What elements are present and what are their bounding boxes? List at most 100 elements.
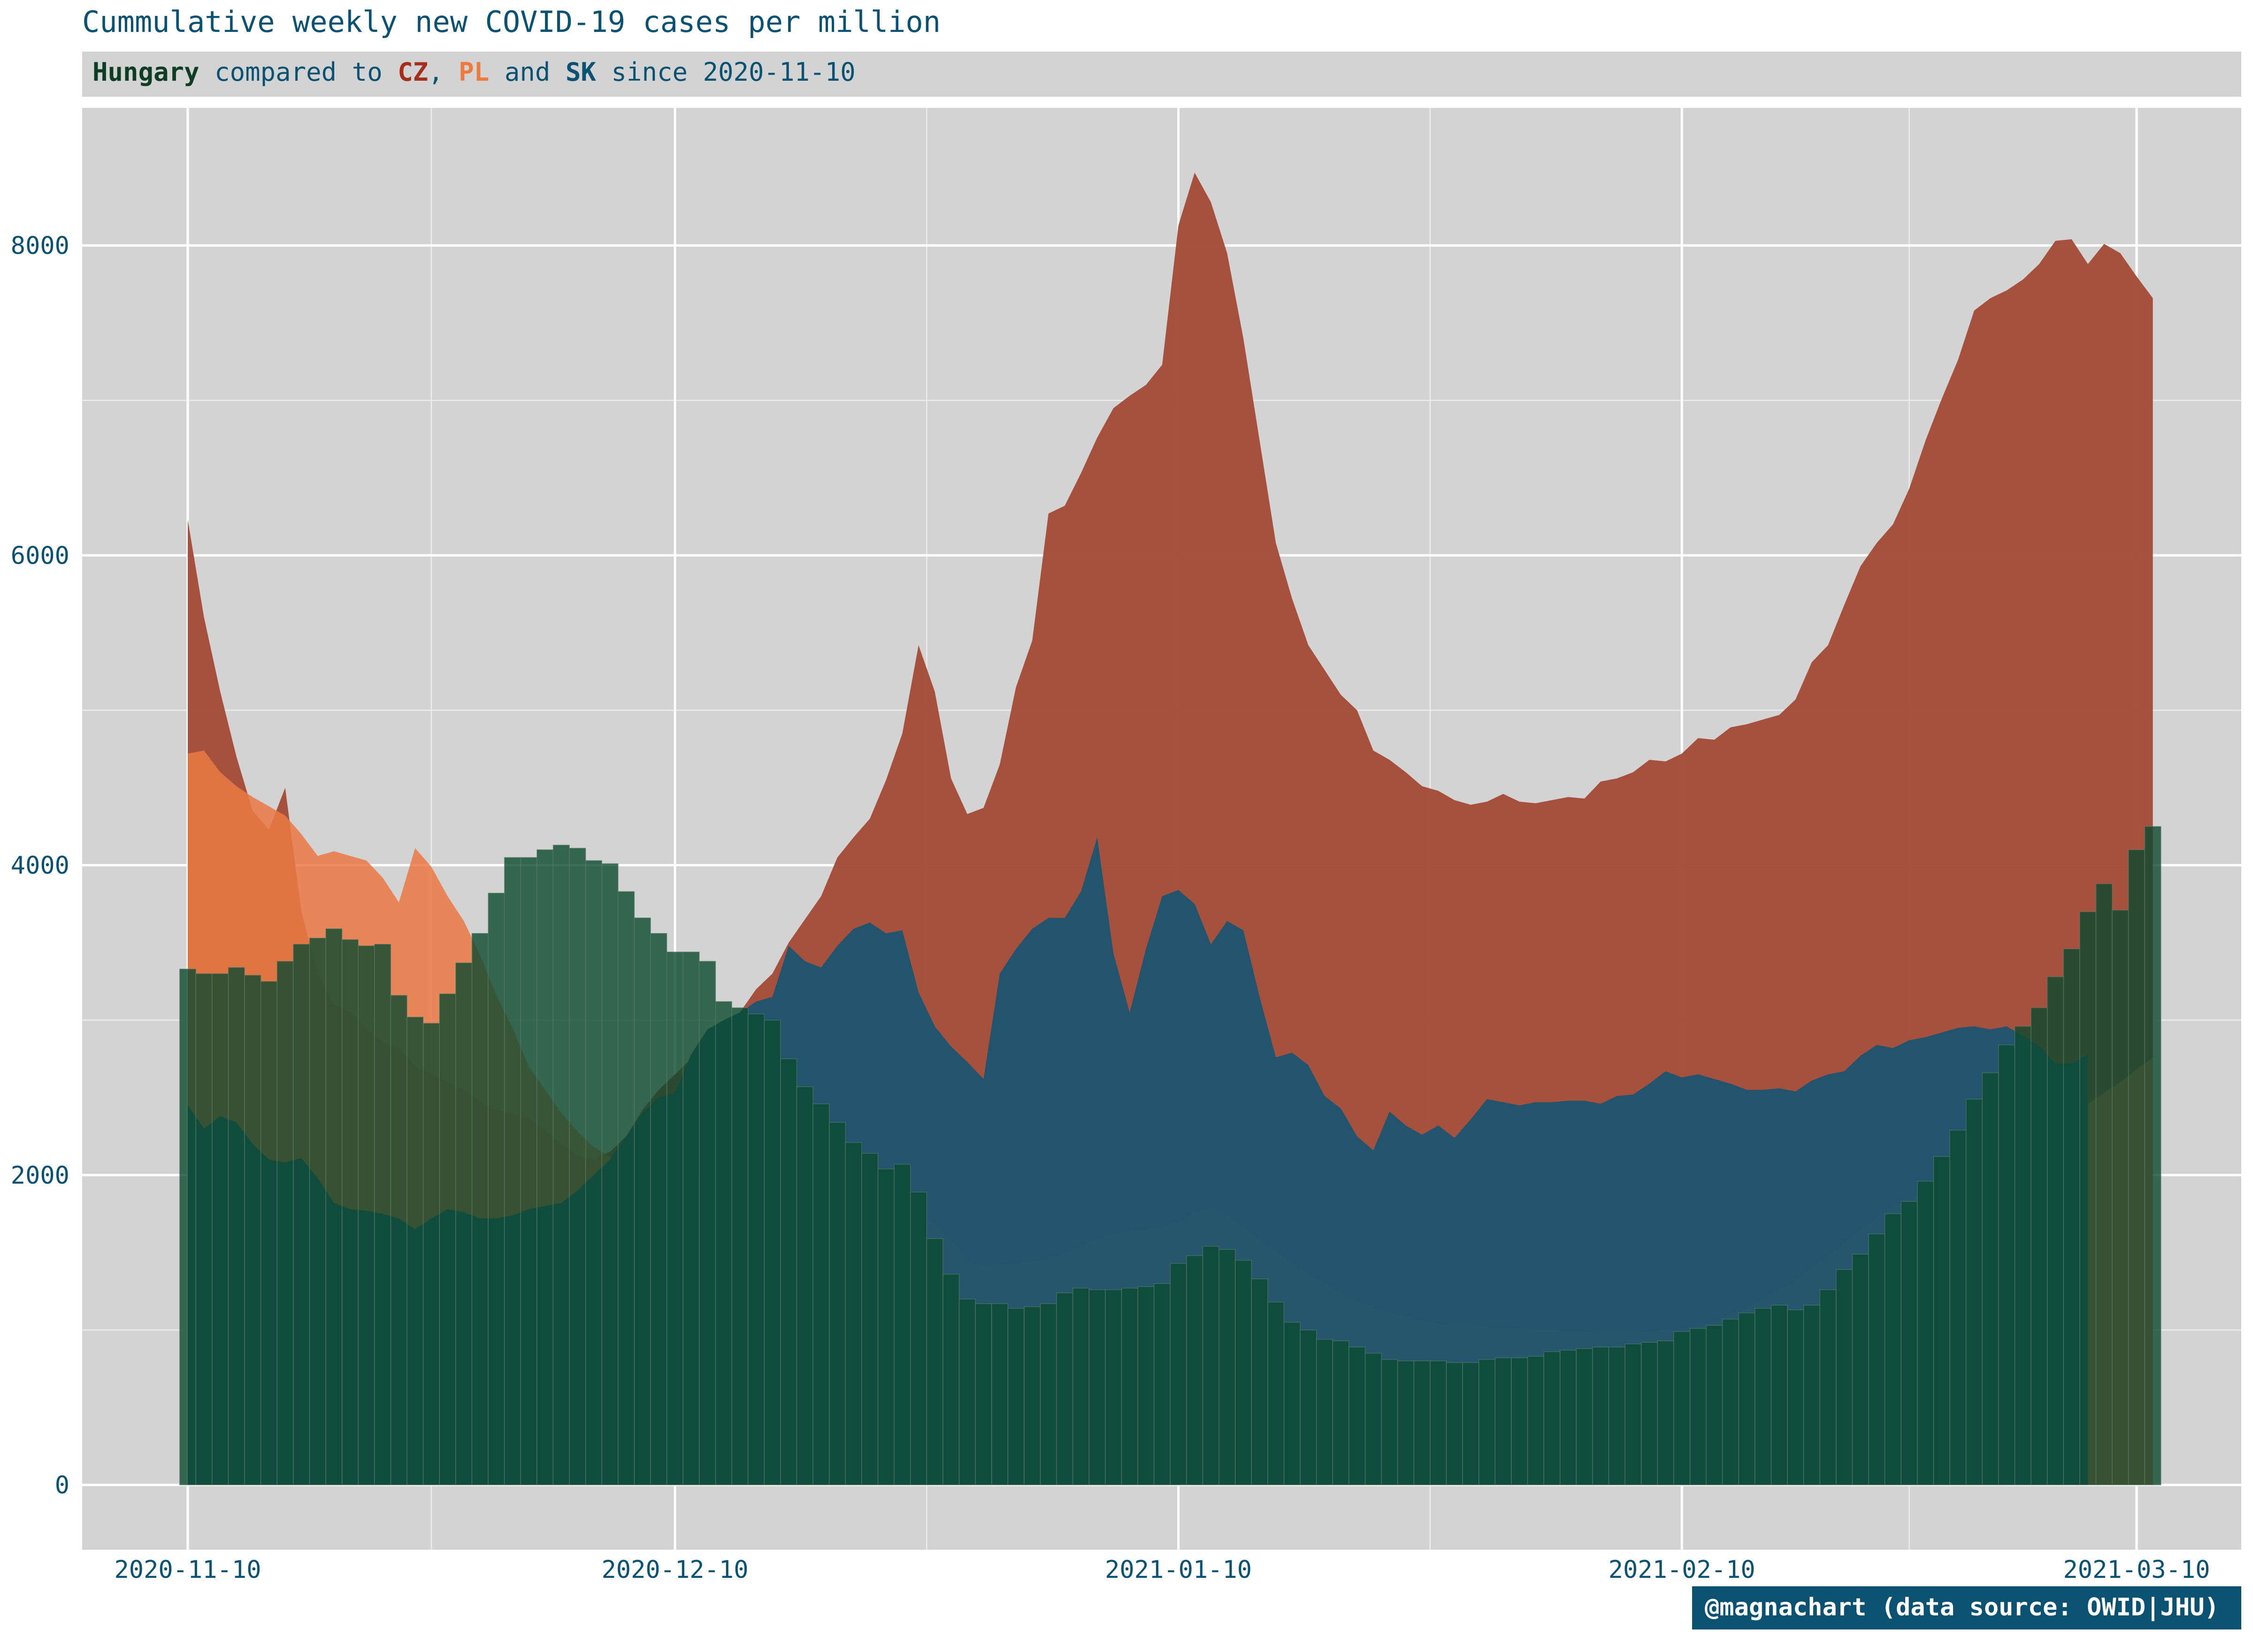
bar-hungary <box>1121 1287 1138 1485</box>
y-tick-label: 4000 <box>11 852 69 880</box>
bar-hungary <box>390 995 407 1485</box>
bar-hungary <box>958 1299 976 1485</box>
bar-hungary <box>195 973 213 1485</box>
bar-hungary <box>1088 1289 1106 1485</box>
subtitle-compared-to: compared to <box>199 57 398 87</box>
bar-hungary <box>1413 1361 1431 1485</box>
bar-hungary <box>1040 1303 1057 1485</box>
chart-subtitle: Hungary compared to CZ, PL and SK since … <box>92 57 856 87</box>
bar-hungary <box>1608 1346 1625 1485</box>
bar-hungary <box>1170 1263 1187 1485</box>
bar-hungary <box>1072 1287 1090 1485</box>
bar-hungary <box>1332 1340 1349 1485</box>
bar-hungary <box>894 1163 911 1485</box>
bar-hungary <box>601 863 619 1485</box>
bar-hungary <box>1933 1156 1950 1485</box>
bar-hungary <box>1673 1331 1691 1485</box>
bar-hungary <box>2031 1007 2048 1485</box>
bar-hungary <box>228 967 245 1485</box>
bar-hungary <box>309 937 326 1485</box>
bar-hungary <box>926 1238 943 1485</box>
subtitle-hungary: Hungary <box>92 57 199 87</box>
bar-hungary <box>1430 1361 1447 1485</box>
bar-hungary <box>488 893 505 1485</box>
bar-hungary <box>618 891 635 1485</box>
bar-hungary <box>260 981 278 1485</box>
subtitle-cz: CZ <box>398 57 428 87</box>
bar-hungary <box>212 973 229 1485</box>
bar-hungary <box>1592 1346 1609 1485</box>
bar-hungary <box>455 962 473 1485</box>
bar-hungary <box>1917 1181 1934 1485</box>
bar-hungary <box>276 961 294 1485</box>
bar-hungary <box>2144 826 2161 1485</box>
bar-hungary <box>780 1058 797 1485</box>
bar-hungary <box>504 857 521 1485</box>
bar-hungary <box>1982 1072 1999 1485</box>
subtitle-since: since 2020-11-10 <box>596 57 856 87</box>
bar-hungary <box>1884 1213 1902 1485</box>
bar-hungary <box>1316 1338 1333 1485</box>
bar-hungary <box>796 1086 813 1485</box>
bar-hungary <box>1056 1292 1073 1485</box>
bar-hungary <box>845 1142 862 1485</box>
subtitle-pl: PL <box>459 57 489 87</box>
bar-hungary <box>1965 1099 1983 1485</box>
bar-hungary <box>1868 1233 1885 1485</box>
x-tick-label: 2021-01-10 <box>1105 1556 1252 1584</box>
x-tick-label: 2020-11-10 <box>114 1556 261 1584</box>
bar-hungary <box>1202 1246 1219 1485</box>
bar-hungary <box>1722 1319 1740 1485</box>
bar-hungary <box>1949 1130 1967 1485</box>
bar-hungary <box>1543 1351 1561 1485</box>
bar-hungary <box>1153 1283 1171 1485</box>
bar-hungary <box>2063 948 2080 1485</box>
bar-hungary <box>341 939 359 1485</box>
bar-hungary <box>650 933 667 1485</box>
bar-hungary <box>682 951 700 1485</box>
caption: @magnachart (data source: OWID|JHU) <box>1705 1593 2219 1621</box>
bar-hungary <box>1527 1356 1544 1485</box>
bar-hungary <box>699 961 716 1485</box>
bar-hungary <box>406 1017 424 1485</box>
bar-hungary <box>2079 911 2097 1485</box>
bar-hungary <box>585 860 603 1485</box>
bar-hungary <box>1836 1269 1853 1485</box>
bar-hungary <box>1900 1201 1918 1485</box>
bar-hungary <box>1511 1357 1528 1485</box>
bar-hungary <box>1349 1346 1366 1485</box>
bar-hungary <box>1819 1289 1837 1485</box>
bar-hungary <box>828 1122 846 1485</box>
bar-hungary <box>1300 1330 1317 1485</box>
bar-hungary <box>1689 1328 1707 1485</box>
bar-hungary <box>1007 1308 1025 1485</box>
x-tick-label: 2020-12-10 <box>601 1556 748 1584</box>
bar-hungary <box>552 844 570 1485</box>
bar-hungary <box>471 933 489 1485</box>
bar-hungary <box>179 968 197 1485</box>
bar-hungary <box>1640 1342 1658 1485</box>
bar-hungary <box>1137 1286 1155 1485</box>
chart-title: Cummulative weekly new COVID-19 cases pe… <box>82 5 941 39</box>
bar-hungary <box>1787 1309 1804 1485</box>
bar-series-hungary <box>179 826 2161 1485</box>
bar-hungary <box>2112 910 2129 1485</box>
bar-hungary <box>1576 1348 1593 1485</box>
bar-hungary <box>2046 976 2064 1485</box>
bar-hungary <box>1234 1260 1252 1485</box>
bar-hungary <box>943 1274 960 1485</box>
bar-hungary <box>910 1192 927 1485</box>
bar-hungary <box>812 1103 830 1485</box>
bar-hungary <box>1770 1305 1788 1485</box>
bar-hungary <box>634 917 651 1485</box>
bar-hungary <box>1803 1305 1821 1485</box>
subtitle-separator: , <box>428 57 459 87</box>
x-axis: 2020-11-10 2020-12-10 2021-01-10 2021-02-10… <box>114 1556 2210 1584</box>
caption-box <box>1692 1586 2241 1629</box>
bar-hungary <box>1657 1340 1674 1485</box>
bar-hungary <box>244 975 261 1485</box>
bar-hungary <box>1251 1278 1268 1485</box>
subtitle-sk: SK <box>566 57 597 87</box>
bar-hungary <box>293 944 310 1485</box>
